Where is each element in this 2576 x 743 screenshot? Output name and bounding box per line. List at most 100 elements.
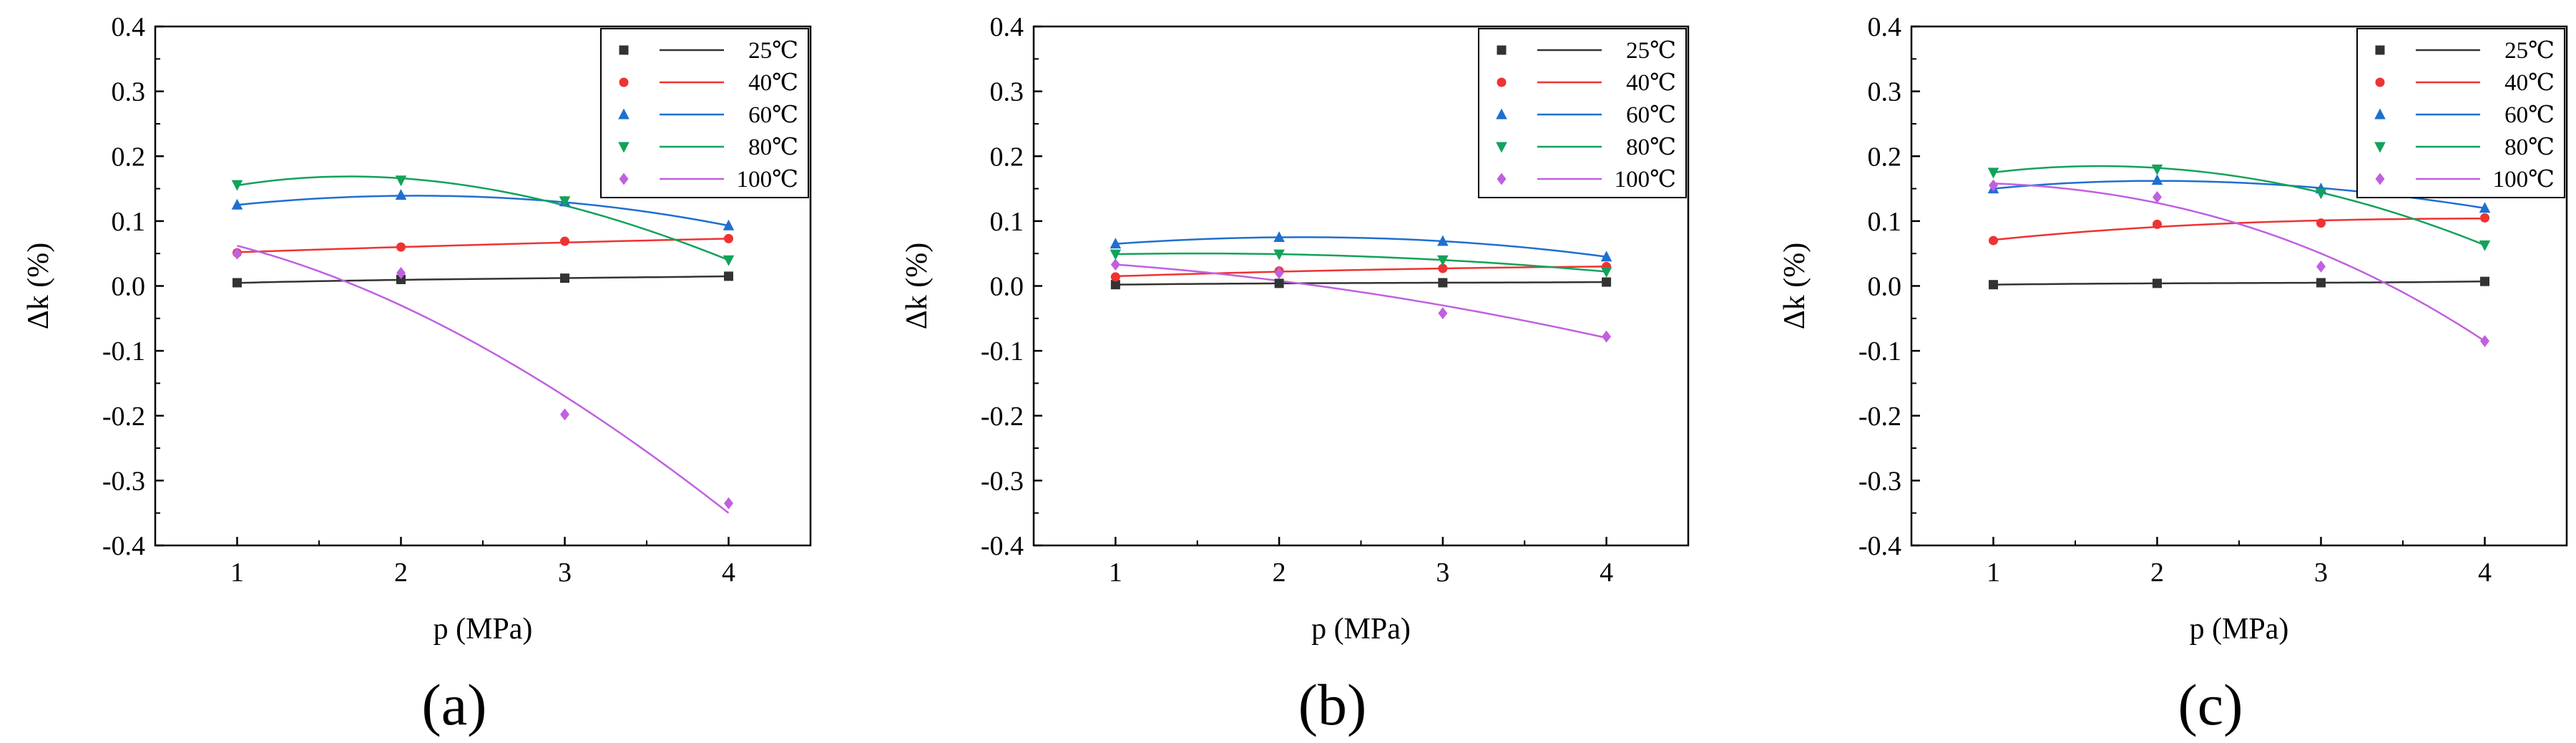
y-tick-label: 0.0: [990, 272, 1024, 302]
data-point: [724, 271, 733, 281]
data-point: [231, 180, 243, 191]
data-point: [1110, 258, 1120, 271]
data-point: [2480, 276, 2489, 286]
y-tick-label: -0.4: [981, 531, 1024, 561]
y-tick-label: -0.2: [981, 402, 1024, 432]
x-tick-label: 1: [230, 558, 244, 588]
x-tick-label: 4: [1600, 558, 1613, 588]
data-point: [1110, 272, 1120, 282]
data-point: [723, 255, 735, 266]
y-tick-label: 0.1: [1868, 207, 1902, 237]
y-tick-label: -0.1: [981, 336, 1024, 366]
y-tick-label: -0.4: [1858, 531, 1901, 561]
data-point: [1602, 277, 1612, 287]
data-point: [396, 266, 406, 279]
data-point: [1438, 263, 1448, 273]
y-tick-label: 0.4: [1868, 12, 1902, 42]
data-point: [1989, 280, 1998, 290]
data-point: [2316, 278, 2326, 288]
data-point: [1989, 235, 1998, 246]
legend: 25℃ 40℃ 60℃ 80℃ 100℃: [1478, 28, 1687, 198]
panel-letter: (b): [1298, 672, 1367, 737]
legend-marker: [619, 45, 629, 55]
legend-label: 40℃: [1626, 70, 1676, 96]
y-tick-label: -0.4: [102, 531, 145, 561]
legend-marker: [2374, 108, 2386, 120]
legend-label: 80℃: [1626, 135, 1676, 160]
y-axis-label: Δk (%): [22, 243, 55, 329]
x-tick-label: 3: [1436, 558, 1449, 588]
data-point: [560, 408, 569, 421]
y-tick-label: -0.3: [102, 466, 145, 496]
y-tick-label: -0.2: [102, 402, 145, 432]
fit-line-0: [1115, 281, 1607, 286]
x-axis-label: p (MPa): [1311, 613, 1411, 646]
legend-marker: [2375, 173, 2385, 185]
data-point: [724, 233, 733, 243]
data-point: [1110, 280, 1120, 290]
data-point: [2479, 202, 2491, 213]
legend-label: 60℃: [748, 102, 798, 128]
legend-marker: [619, 77, 629, 87]
fit-line-3: [1115, 252, 1607, 273]
y-tick-label: 0.2: [112, 142, 146, 172]
legend-box: [600, 28, 809, 198]
data-point: [560, 273, 569, 283]
legend-box: [2356, 28, 2565, 198]
y-tick-label: 0.3: [1868, 77, 1902, 107]
legend: 25℃ 40℃ 60℃ 80℃ 100℃: [2356, 28, 2565, 198]
legend-label: 25℃: [2504, 38, 2555, 64]
chart-panel-0: -0.4 -0.3 -0.2 -0.1 0.0 0.1 0.2 0.3 0.4 1 2 3 4 p (MP…: [22, 12, 812, 737]
x-tick-label: 1: [1109, 558, 1122, 588]
data-point: [1437, 255, 1449, 266]
data-point: [2316, 260, 2326, 273]
x-tick-label: 4: [722, 558, 735, 588]
y-tick-label: 0.4: [112, 12, 146, 42]
legend-marker: [1497, 77, 1507, 87]
fit-line-3: [237, 175, 729, 261]
legend-label: 40℃: [2504, 70, 2555, 96]
data-point: [1274, 266, 1284, 279]
data-point: [232, 247, 242, 260]
x-tick-label: 1: [1987, 558, 2000, 588]
y-axis-label: Δk (%): [901, 243, 934, 329]
legend-marker: [2375, 77, 2385, 87]
data-point: [1989, 179, 1998, 192]
fit-line-4: [1115, 263, 1607, 339]
fit-line-1: [1993, 218, 2485, 241]
data-point: [2153, 219, 2162, 229]
data-point: [232, 278, 242, 288]
data-point: [560, 236, 569, 246]
data-point: [1438, 278, 1448, 288]
y-tick-label: 0.1: [990, 207, 1024, 237]
legend-marker: [2374, 142, 2386, 153]
legend-marker: [618, 142, 630, 153]
data-point: [1437, 235, 1449, 246]
y-tick-label: -0.2: [1858, 402, 1901, 432]
data-point: [231, 198, 243, 210]
legend-label: 60℃: [2504, 102, 2555, 128]
legend-marker: [619, 173, 629, 185]
y-tick-label: 0.1: [112, 207, 146, 237]
data-point: [396, 242, 406, 252]
fit-line-4: [1993, 183, 2486, 342]
fit-line-2: [1115, 236, 1607, 258]
fit-line-1: [1115, 266, 1607, 278]
y-tick-label: -0.3: [981, 466, 1024, 496]
legend-label: 100℃: [737, 167, 798, 193]
data-point: [395, 189, 407, 200]
x-tick-label: 4: [2478, 558, 2492, 588]
y-axis-label: Δk (%): [1778, 243, 1811, 329]
data-point: [1600, 251, 1612, 262]
data-point: [2480, 335, 2489, 347]
fit-line-4: [237, 245, 730, 514]
legend-label: 60℃: [1626, 102, 1676, 128]
data-point: [1438, 307, 1448, 320]
data-point: [1274, 278, 1284, 288]
legend-marker: [1497, 45, 1507, 55]
data-point: [2153, 190, 2162, 203]
x-tick-label: 2: [2150, 558, 2164, 588]
data-point: [559, 196, 571, 208]
data-point: [2315, 188, 2327, 200]
